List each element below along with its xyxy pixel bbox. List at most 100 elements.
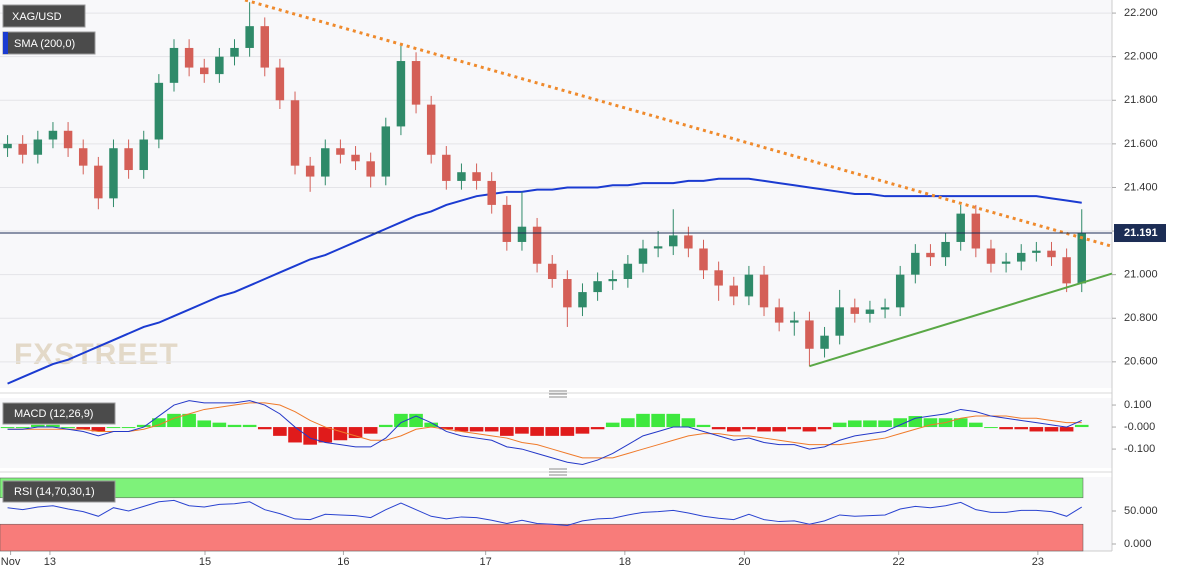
y-tick-label: 20.800 bbox=[1124, 312, 1158, 324]
histogram-bar bbox=[439, 427, 454, 430]
resize-handle[interactable] bbox=[549, 468, 567, 476]
histogram-bar bbox=[454, 427, 469, 432]
histogram-bar bbox=[878, 420, 892, 428]
candle-body bbox=[336, 148, 345, 155]
y-tick-label: 50.000 bbox=[1124, 505, 1158, 517]
candle-body bbox=[744, 274, 754, 297]
candle-body bbox=[109, 148, 118, 199]
sma-line bbox=[7, 177, 1082, 385]
candle-body bbox=[442, 154, 451, 181]
histogram-bar bbox=[605, 422, 620, 428]
candle-body bbox=[911, 252, 920, 275]
histogram-bar bbox=[772, 427, 786, 432]
candle-body bbox=[759, 274, 769, 308]
histogram-bar bbox=[1059, 427, 1074, 432]
candle-body bbox=[18, 143, 27, 155]
y-tick-label: -0.100 bbox=[1124, 443, 1155, 455]
candle-body bbox=[396, 61, 406, 127]
histogram-bar bbox=[91, 427, 106, 432]
candle-body bbox=[426, 104, 436, 155]
legend-box[interactable] bbox=[2, 4, 86, 28]
candle-body bbox=[1001, 261, 1011, 264]
histogram-bar bbox=[863, 420, 877, 428]
candle-body bbox=[33, 139, 43, 155]
candle-body bbox=[820, 335, 829, 349]
main-panel bbox=[0, 0, 1112, 388]
oversold-band bbox=[0, 523, 1084, 552]
candle-body bbox=[366, 161, 375, 177]
histogram-bar bbox=[318, 427, 333, 443]
candle-body bbox=[184, 47, 194, 68]
macd-line bbox=[7, 400, 1082, 465]
trend-line bbox=[244, 0, 1113, 248]
candle-body bbox=[956, 213, 965, 242]
histogram-bar bbox=[969, 422, 983, 428]
overbought-band bbox=[0, 477, 1084, 499]
histogram-bar bbox=[227, 424, 242, 428]
histogram-bar bbox=[651, 413, 665, 428]
candle-body bbox=[835, 307, 844, 336]
histogram-bar bbox=[726, 427, 741, 432]
legend-label: XAG/USD bbox=[12, 11, 62, 23]
histogram-bar bbox=[545, 427, 560, 436]
histogram-bar bbox=[1029, 427, 1044, 432]
candle-body bbox=[1062, 257, 1071, 284]
candle-body bbox=[502, 204, 512, 242]
histogram-bar bbox=[31, 424, 45, 428]
histogram-bar bbox=[469, 427, 484, 432]
y-tick-label: 21.000 bbox=[1124, 269, 1158, 281]
candle-body bbox=[578, 292, 587, 308]
candle-body bbox=[865, 309, 875, 314]
histogram-bar bbox=[1014, 427, 1029, 430]
y-tick-label: 0.100 bbox=[1124, 399, 1152, 411]
histogram-bar bbox=[621, 418, 635, 428]
legend-box[interactable] bbox=[2, 402, 116, 425]
candle-body bbox=[638, 248, 648, 264]
x-tick-label: 15 bbox=[199, 556, 211, 568]
histogram-bar bbox=[303, 427, 317, 445]
candle-body bbox=[774, 307, 784, 323]
legend-label: RSI (14,70,30,1) bbox=[14, 486, 95, 498]
candle-body bbox=[941, 241, 950, 258]
last-price-label: 21.191 bbox=[1124, 227, 1158, 239]
histogram-bar bbox=[787, 427, 802, 430]
candle-body bbox=[547, 263, 557, 280]
histogram-bar bbox=[242, 424, 257, 428]
candle-body bbox=[669, 235, 678, 247]
candle-body bbox=[1016, 252, 1026, 262]
candle-body bbox=[245, 26, 254, 48]
candle-body bbox=[230, 47, 239, 57]
x-tick-label: 13 bbox=[44, 556, 56, 568]
legend-swatch bbox=[3, 32, 8, 54]
x-tick-label: 22 bbox=[893, 556, 905, 568]
candle-body bbox=[532, 226, 542, 264]
candle-body bbox=[623, 263, 633, 280]
histogram-bar bbox=[923, 418, 938, 428]
histogram-bar bbox=[802, 427, 817, 432]
candle-body bbox=[169, 47, 179, 83]
histogram-bar bbox=[212, 422, 227, 428]
candle-body bbox=[986, 248, 996, 264]
histogram-bar bbox=[106, 427, 121, 429]
histogram-bar bbox=[696, 424, 711, 428]
candle-body bbox=[290, 100, 300, 166]
histogram-bar bbox=[1044, 427, 1059, 432]
y-tick-label: -0.000 bbox=[1124, 421, 1155, 433]
candle-body bbox=[411, 61, 421, 105]
histogram-bar bbox=[500, 427, 514, 436]
candle-body bbox=[124, 148, 133, 171]
candle-body bbox=[880, 307, 890, 310]
candle-body bbox=[139, 139, 148, 171]
candle-body bbox=[1032, 250, 1041, 253]
histogram-bar bbox=[197, 420, 212, 428]
histogram-bar bbox=[832, 422, 847, 428]
candle-body bbox=[305, 165, 315, 177]
histogram-bar bbox=[575, 427, 590, 434]
candle-body bbox=[48, 130, 58, 140]
candle-body bbox=[593, 281, 602, 293]
x-tick-label: 16 bbox=[337, 556, 349, 568]
legend-box[interactable] bbox=[2, 480, 116, 503]
resize-handle[interactable] bbox=[549, 390, 567, 398]
